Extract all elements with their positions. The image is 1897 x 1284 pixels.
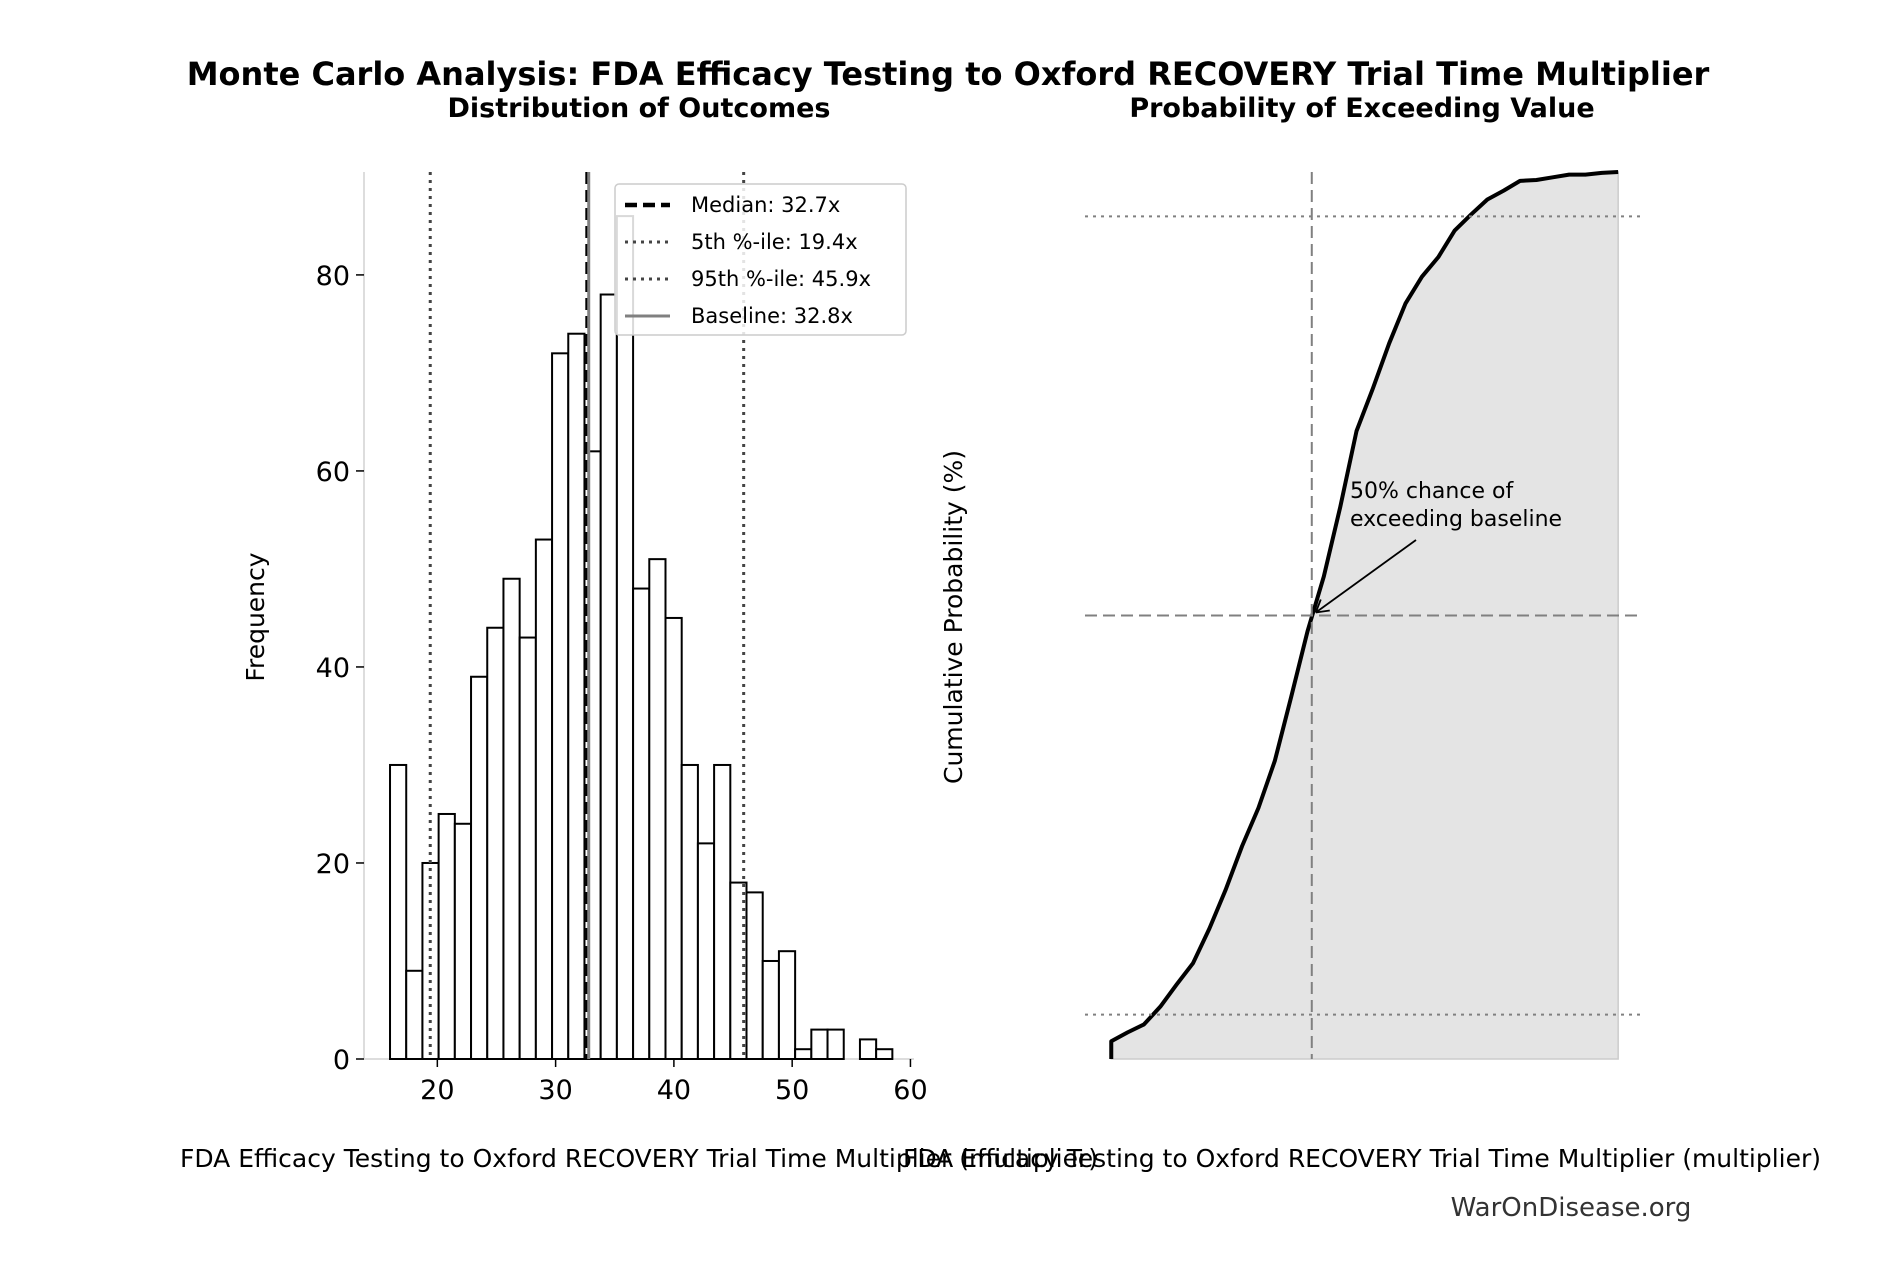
histogram-bar — [680, 763, 699, 1060]
annotation-arrow — [1315, 539, 1417, 614]
histogram-y-tick-label: 20 — [316, 849, 350, 880]
histogram-x-tick-label: 50 — [775, 1075, 809, 1106]
histogram-bar — [615, 215, 635, 1060]
histogram-bar — [389, 763, 408, 1060]
legend-box — [614, 183, 907, 336]
histogram-x-tick-label: 60 — [893, 1075, 927, 1106]
annotation-line-1: 50% chance of — [1350, 479, 1514, 504]
legend-label: 5th %-ile: 19.4x — [691, 230, 858, 254]
histogram-bar — [502, 577, 521, 1060]
figure-title: Monte Carlo Analysis: FDA Efficacy Testi… — [187, 55, 1710, 93]
histogram-bar — [761, 959, 780, 1060]
annotation-line-2: exceeding baseline — [1350, 507, 1562, 532]
legend-label: 95th %-ile: 45.9x — [691, 267, 871, 291]
legend-label: Median: 32.7x — [691, 193, 840, 217]
histogram-x-tick-label: 30 — [538, 1075, 572, 1106]
cdf-line — [1109, 170, 1619, 1059]
histogram-plot: 20 30 40 50 60 0 20 40 60 80 Median: 32.7x 5th %-il… — [316, 172, 928, 1106]
histogram-bar — [567, 332, 586, 1060]
histogram-xlabel: FDA Efficacy Testing to Oxford RECOVERY … — [180, 1144, 1098, 1173]
histogram-bar — [810, 1028, 829, 1060]
histogram-bar — [453, 822, 473, 1061]
histogram-y-tick-label: 0 — [333, 1045, 350, 1076]
histogram-bar — [664, 616, 683, 1060]
histogram-bar — [405, 969, 424, 1060]
cdf-plot: 50% chance of exceeding baseline — [1085, 170, 1640, 1060]
cdf-title: Probability of Exceeding Value — [1129, 93, 1594, 124]
histogram-bar — [551, 352, 570, 1060]
histogram-ylabel: Frequency — [241, 552, 270, 681]
histogram-bar — [713, 763, 732, 1060]
histogram-y-tick-label: 80 — [316, 261, 350, 292]
watermark: WarOnDisease.org — [1451, 1193, 1692, 1223]
histogram-bar — [632, 587, 651, 1060]
histogram-bar — [534, 538, 554, 1060]
histogram-bar — [599, 293, 618, 1061]
cdf-ylabel: Cumulative Probability (%) — [939, 450, 968, 784]
histogram-bar — [648, 558, 667, 1061]
histogram-bar — [875, 1048, 894, 1060]
histogram-bar — [745, 891, 764, 1061]
histogram-x-tick-label: 40 — [657, 1075, 691, 1106]
legend: Median: 32.7x 5th %-ile: 19.4x 95th %-ile:… — [614, 183, 907, 336]
histogram-bar — [794, 1048, 813, 1060]
histogram-bar — [826, 1028, 845, 1060]
histogram-bar — [777, 950, 797, 1061]
histogram-bar — [470, 675, 489, 1060]
histogram-title: Distribution of Outcomes — [448, 93, 831, 124]
histogram-bar — [486, 626, 505, 1061]
cdf-xlabel: FDA Efficacy Testing to Oxford RECOVERY … — [903, 1144, 1821, 1173]
histogram-y-tick-label: 40 — [316, 653, 350, 684]
histogram-bar — [518, 636, 537, 1060]
histogram-x-tick-label: 20 — [420, 1075, 454, 1106]
histogram-bar — [696, 842, 716, 1060]
histogram-bar — [437, 812, 456, 1060]
legend-label: Baseline: 32.8x — [691, 304, 853, 328]
annotation-arrowhead-icon — [1314, 599, 1330, 614]
histogram-y-tick-label: 60 — [316, 457, 350, 488]
histogram-bar — [858, 1038, 878, 1061]
